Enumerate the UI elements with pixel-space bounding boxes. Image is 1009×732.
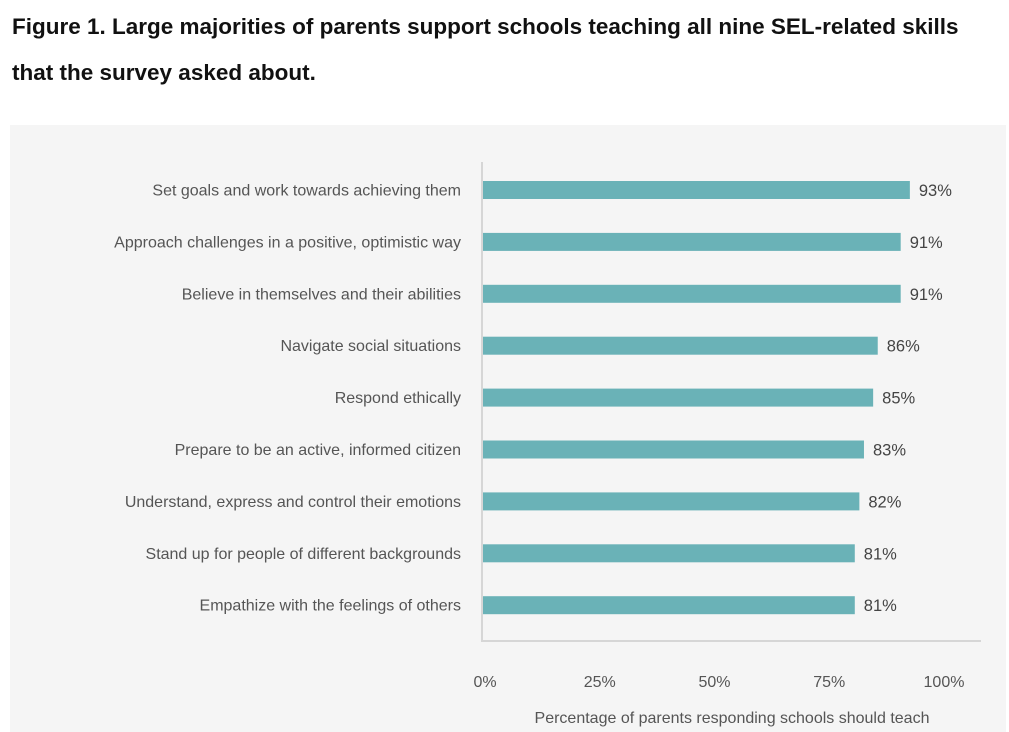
x-axis-label: Percentage of parents responding schools… (535, 710, 930, 727)
bar (483, 492, 860, 511)
x-tick-label: 25% (584, 674, 616, 691)
category-label: Stand up for people of different backgro… (146, 546, 461, 563)
value-label: 83% (873, 442, 906, 460)
bar (483, 440, 864, 459)
bar (483, 596, 855, 615)
value-label: 93% (919, 182, 952, 200)
category-label: Empathize with the feelings of others (200, 598, 461, 615)
category-label: Understand, express and control their em… (125, 494, 461, 511)
value-label: 85% (882, 390, 915, 408)
category-label: Prepare to be an active, informed citize… (175, 442, 461, 459)
value-label: 91% (910, 286, 943, 304)
x-tick-label: 100% (924, 674, 965, 691)
bar (483, 232, 901, 251)
x-tick-label: 0% (473, 674, 496, 691)
chart-panel (10, 125, 1006, 732)
category-label: Set goals and work towards achieving the… (152, 183, 461, 200)
x-tick-label: 50% (698, 674, 730, 691)
bar (483, 544, 855, 563)
category-label: Navigate social situations (280, 338, 461, 355)
bar (483, 181, 910, 199)
value-label: 81% (864, 597, 897, 615)
bar (483, 336, 878, 355)
value-label: 81% (864, 545, 897, 563)
category-label: Approach challenges in a positive, optim… (114, 234, 461, 251)
category-label: Believe in themselves and their abilitie… (182, 286, 461, 303)
value-label: 86% (887, 338, 920, 356)
bar (483, 388, 874, 407)
value-label: 82% (868, 493, 901, 511)
bar (483, 284, 901, 303)
x-tick-label: 75% (813, 674, 845, 691)
category-label: Respond ethically (335, 390, 461, 407)
chart-title: Figure 1. Large majorities of parents su… (12, 14, 959, 85)
value-label: 91% (910, 234, 943, 252)
